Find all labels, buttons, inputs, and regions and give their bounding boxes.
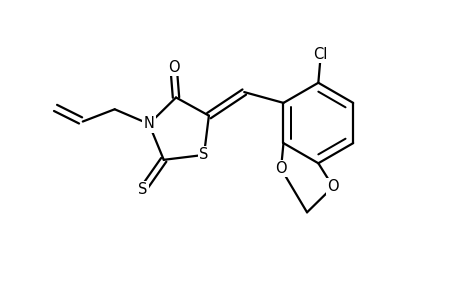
Text: O: O (326, 179, 338, 194)
Text: S: S (199, 147, 208, 162)
Text: O: O (168, 60, 179, 75)
Text: Cl: Cl (313, 47, 327, 62)
Text: S: S (138, 182, 147, 197)
Text: O: O (274, 161, 286, 176)
Text: N: N (143, 116, 154, 131)
